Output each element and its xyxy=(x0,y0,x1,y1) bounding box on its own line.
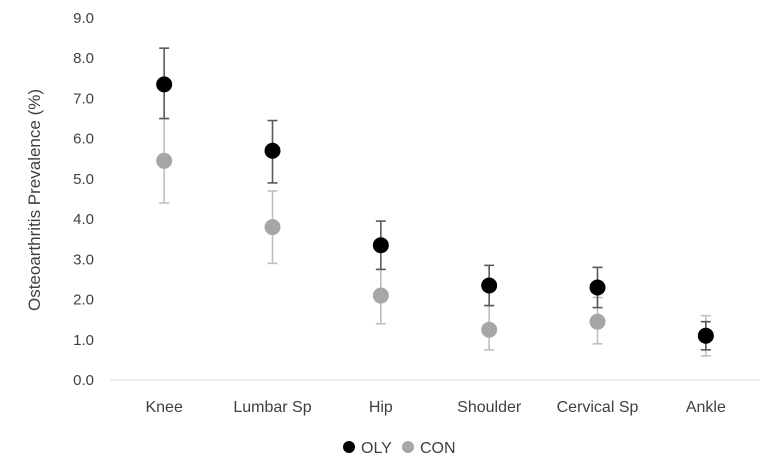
y-tick-label: 9.0 xyxy=(73,10,94,27)
legend: OLY CON xyxy=(343,440,456,457)
x-tick-label: Hip xyxy=(369,399,393,416)
data-points xyxy=(156,76,714,344)
y-tick-label: 5.0 xyxy=(73,171,94,188)
data-point-oly xyxy=(697,327,714,344)
y-tick-label: 6.0 xyxy=(73,131,94,148)
x-tick-label: Ankle xyxy=(686,399,726,416)
legend-marker-con xyxy=(402,441,414,453)
data-point-oly xyxy=(481,277,498,294)
y-axis: 0.0 1.0 2.0 3.0 4.0 5.0 6.0 7.0 8.0 9.0 xyxy=(73,10,94,389)
x-tick-label: Shoulder xyxy=(457,399,522,416)
x-tick-label: Lumbar Sp xyxy=(233,399,311,416)
x-axis: Knee Lumbar Sp Hip Shoulder Cervical Sp Ankle xyxy=(110,379,760,416)
data-point-oly xyxy=(156,76,173,93)
data-point-con xyxy=(156,152,173,169)
data-point-con xyxy=(264,219,281,236)
error-bars xyxy=(159,47,711,357)
data-point-oly xyxy=(264,142,281,159)
y-tick-label: 0.0 xyxy=(73,372,94,389)
legend-label-con: CON xyxy=(420,440,456,457)
data-point-con xyxy=(372,287,389,304)
data-point-oly xyxy=(372,237,389,254)
x-tick-label: Cervical Sp xyxy=(557,399,639,416)
y-tick-label: 2.0 xyxy=(73,292,94,309)
y-tick-label: 8.0 xyxy=(73,50,94,67)
x-tick-label: Knee xyxy=(145,399,182,416)
y-axis-title: Osteoarthritis Prevalence (%) xyxy=(25,89,44,311)
data-point-con xyxy=(481,321,498,338)
y-tick-label: 7.0 xyxy=(73,90,94,107)
y-tick-label: 4.0 xyxy=(73,211,94,228)
legend-marker-oly xyxy=(343,441,355,453)
data-point-con xyxy=(589,313,606,330)
legend-label-oly: OLY xyxy=(361,440,392,457)
y-tick-label: 1.0 xyxy=(73,332,94,349)
data-point-oly xyxy=(589,279,606,296)
y-tick-label: 3.0 xyxy=(73,251,94,268)
